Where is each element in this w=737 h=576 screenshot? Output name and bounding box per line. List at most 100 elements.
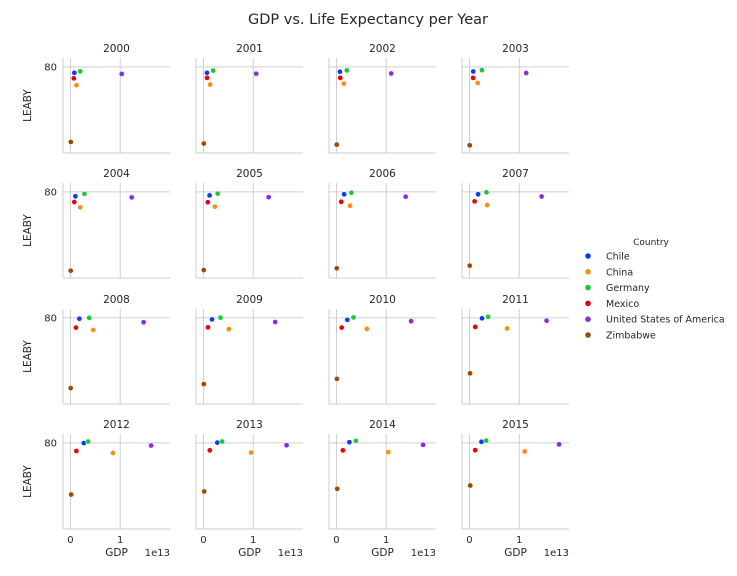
facet-panel: 2008 80 LEABY [22,294,170,405]
x-axis-label: GDP [504,547,527,559]
data-point-chile [204,69,210,76]
data-point-china [73,82,80,89]
data-point-germany [210,67,217,74]
data-point-china [225,326,232,332]
data-point-united-states-of-america [272,319,278,325]
y-axis-label: LEABY [22,340,34,373]
data-point-china [474,80,481,86]
data-point-chile [341,191,347,198]
data-point-germany [214,190,221,197]
facet-title: 2011 [502,294,529,306]
x-offset-label: 1e13 [145,548,170,559]
x-axis-label: GDP [371,547,394,559]
legend-label: Germany [606,283,650,294]
data-point-germany [483,437,490,444]
y-tick-label: 80 [44,438,57,449]
y-tick-label: 80 [44,313,57,324]
data-point-chile [475,191,481,198]
data-point-germany [86,314,92,321]
legend-marker [585,300,591,307]
data-point-united-states-of-america [408,318,414,325]
data-point-china [363,326,370,332]
facet-title: 2009 [236,294,263,306]
facet-title: 2014 [369,419,396,431]
facet-title: 2002 [369,43,396,55]
x-offset-label: 1e13 [411,548,436,559]
data-point-united-states-of-america [118,71,125,77]
data-point-zimbabwe [201,488,208,495]
facet-panel: 2011 [461,294,569,405]
data-point-germany [81,190,88,197]
x-tick-label: 0 [466,535,472,546]
legend-title: Country [633,238,669,248]
data-point-chile [344,316,351,323]
data-point-mexico [337,75,344,81]
data-point-zimbabwe [200,140,207,147]
facet-title: 2001 [236,43,263,55]
data-point-chile [71,69,78,76]
x-tick-label: 0 [200,535,206,546]
data-point-zimbabwe [334,375,340,382]
data-point-germany [217,314,224,321]
legend-label: United States of America [606,315,725,326]
data-point-united-states-of-america [388,70,395,77]
data-point-china [504,325,510,332]
data-point-chile [214,439,221,446]
data-point-zimbabwe [200,267,207,273]
data-point-united-states-of-america [402,193,409,200]
data-point-mexico [73,324,79,331]
data-point-chile [346,439,353,446]
facet-title: 2012 [103,419,130,431]
facet-title: 2008 [103,294,130,306]
data-point-united-states-of-america [556,441,562,448]
y-axis-label: LEABY [22,465,34,498]
x-tick-label: 1 [516,535,522,546]
x-tick-label: 1 [250,535,256,546]
legend-marker [585,316,591,323]
data-point-china [340,80,347,87]
data-point-united-states-of-america [265,194,272,200]
data-point-chile [72,193,79,200]
data-point-mexico [205,324,211,331]
data-point-mexico [470,75,476,81]
data-point-united-states-of-america [543,317,550,324]
facet-title: 2013 [236,419,263,431]
y-tick-label: 80 [44,62,57,73]
data-point-chile [479,315,485,322]
data-point-china [77,204,84,211]
data-point-china [385,449,392,455]
facet-title: 2010 [369,294,396,306]
data-point-germany [350,314,357,321]
data-point-zimbabwe [201,381,207,387]
facet-panel: 2000 80 LEABY [22,43,170,154]
data-point-germany [348,189,355,196]
facet-title: 2000 [103,43,130,55]
data-point-mexico [70,75,77,82]
data-point-china [212,203,218,210]
x-tick-label: 0 [67,535,73,546]
data-point-germany [219,438,225,445]
data-point-china [484,202,490,208]
facet-title: 2003 [502,43,529,55]
data-point-united-states-of-america [523,70,530,76]
data-point-united-states-of-america [140,319,147,326]
data-point-zimbabwe [67,267,74,274]
data-point-chile [478,438,485,445]
facet-title: 2007 [502,168,529,180]
x-tick-label: 1 [383,535,389,546]
x-offset-label: 1e13 [544,548,569,559]
data-point-germany [485,313,491,320]
legend-label: China [606,267,633,278]
data-point-zimbabwe [467,482,474,489]
facet-panel: 2009 [195,294,303,405]
y-tick-label: 80 [44,187,57,198]
data-point-united-states-of-america [283,442,290,449]
data-point-mexico [206,447,213,454]
data-point-zimbabwe [67,385,74,391]
facet-panel: 2005 [195,168,303,279]
data-point-china [521,448,528,455]
data-point-united-states-of-america [128,194,135,201]
data-point-mexico [471,198,478,205]
